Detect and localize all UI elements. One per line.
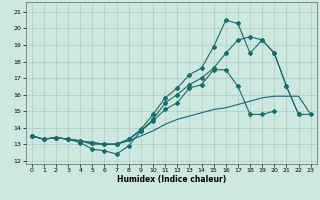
X-axis label: Humidex (Indice chaleur): Humidex (Indice chaleur) bbox=[116, 175, 226, 184]
